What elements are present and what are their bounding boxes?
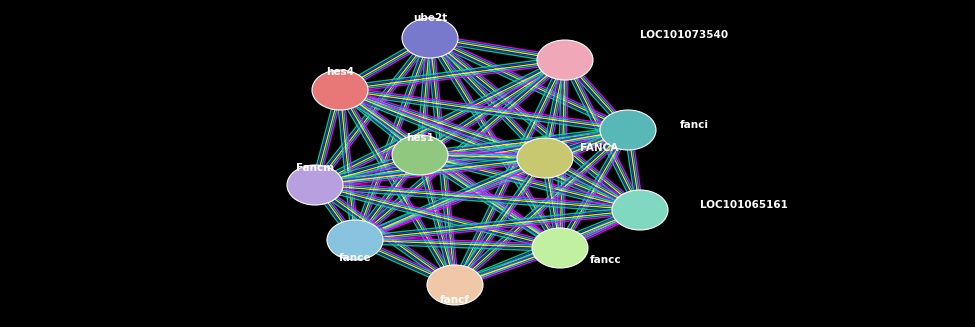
Text: Fancm: Fancm — [296, 163, 334, 173]
Text: fancf: fancf — [440, 295, 470, 305]
Ellipse shape — [327, 220, 383, 260]
Text: LOC101073540: LOC101073540 — [640, 30, 728, 40]
Ellipse shape — [517, 138, 573, 178]
Ellipse shape — [532, 228, 588, 268]
Ellipse shape — [392, 135, 448, 175]
Ellipse shape — [612, 190, 668, 230]
Text: LOC101065161: LOC101065161 — [700, 200, 788, 210]
Ellipse shape — [537, 40, 593, 80]
Ellipse shape — [312, 70, 368, 110]
Text: fance: fance — [338, 253, 371, 263]
Ellipse shape — [600, 110, 656, 150]
Text: FANCA: FANCA — [580, 143, 618, 153]
Ellipse shape — [402, 18, 458, 58]
Text: fancc: fancc — [590, 255, 622, 265]
Ellipse shape — [287, 165, 343, 205]
Text: hes4: hes4 — [326, 67, 354, 77]
Ellipse shape — [427, 265, 483, 305]
Text: hes1: hes1 — [406, 133, 434, 143]
Text: ube2t: ube2t — [412, 13, 448, 23]
Text: fanci: fanci — [680, 120, 709, 130]
